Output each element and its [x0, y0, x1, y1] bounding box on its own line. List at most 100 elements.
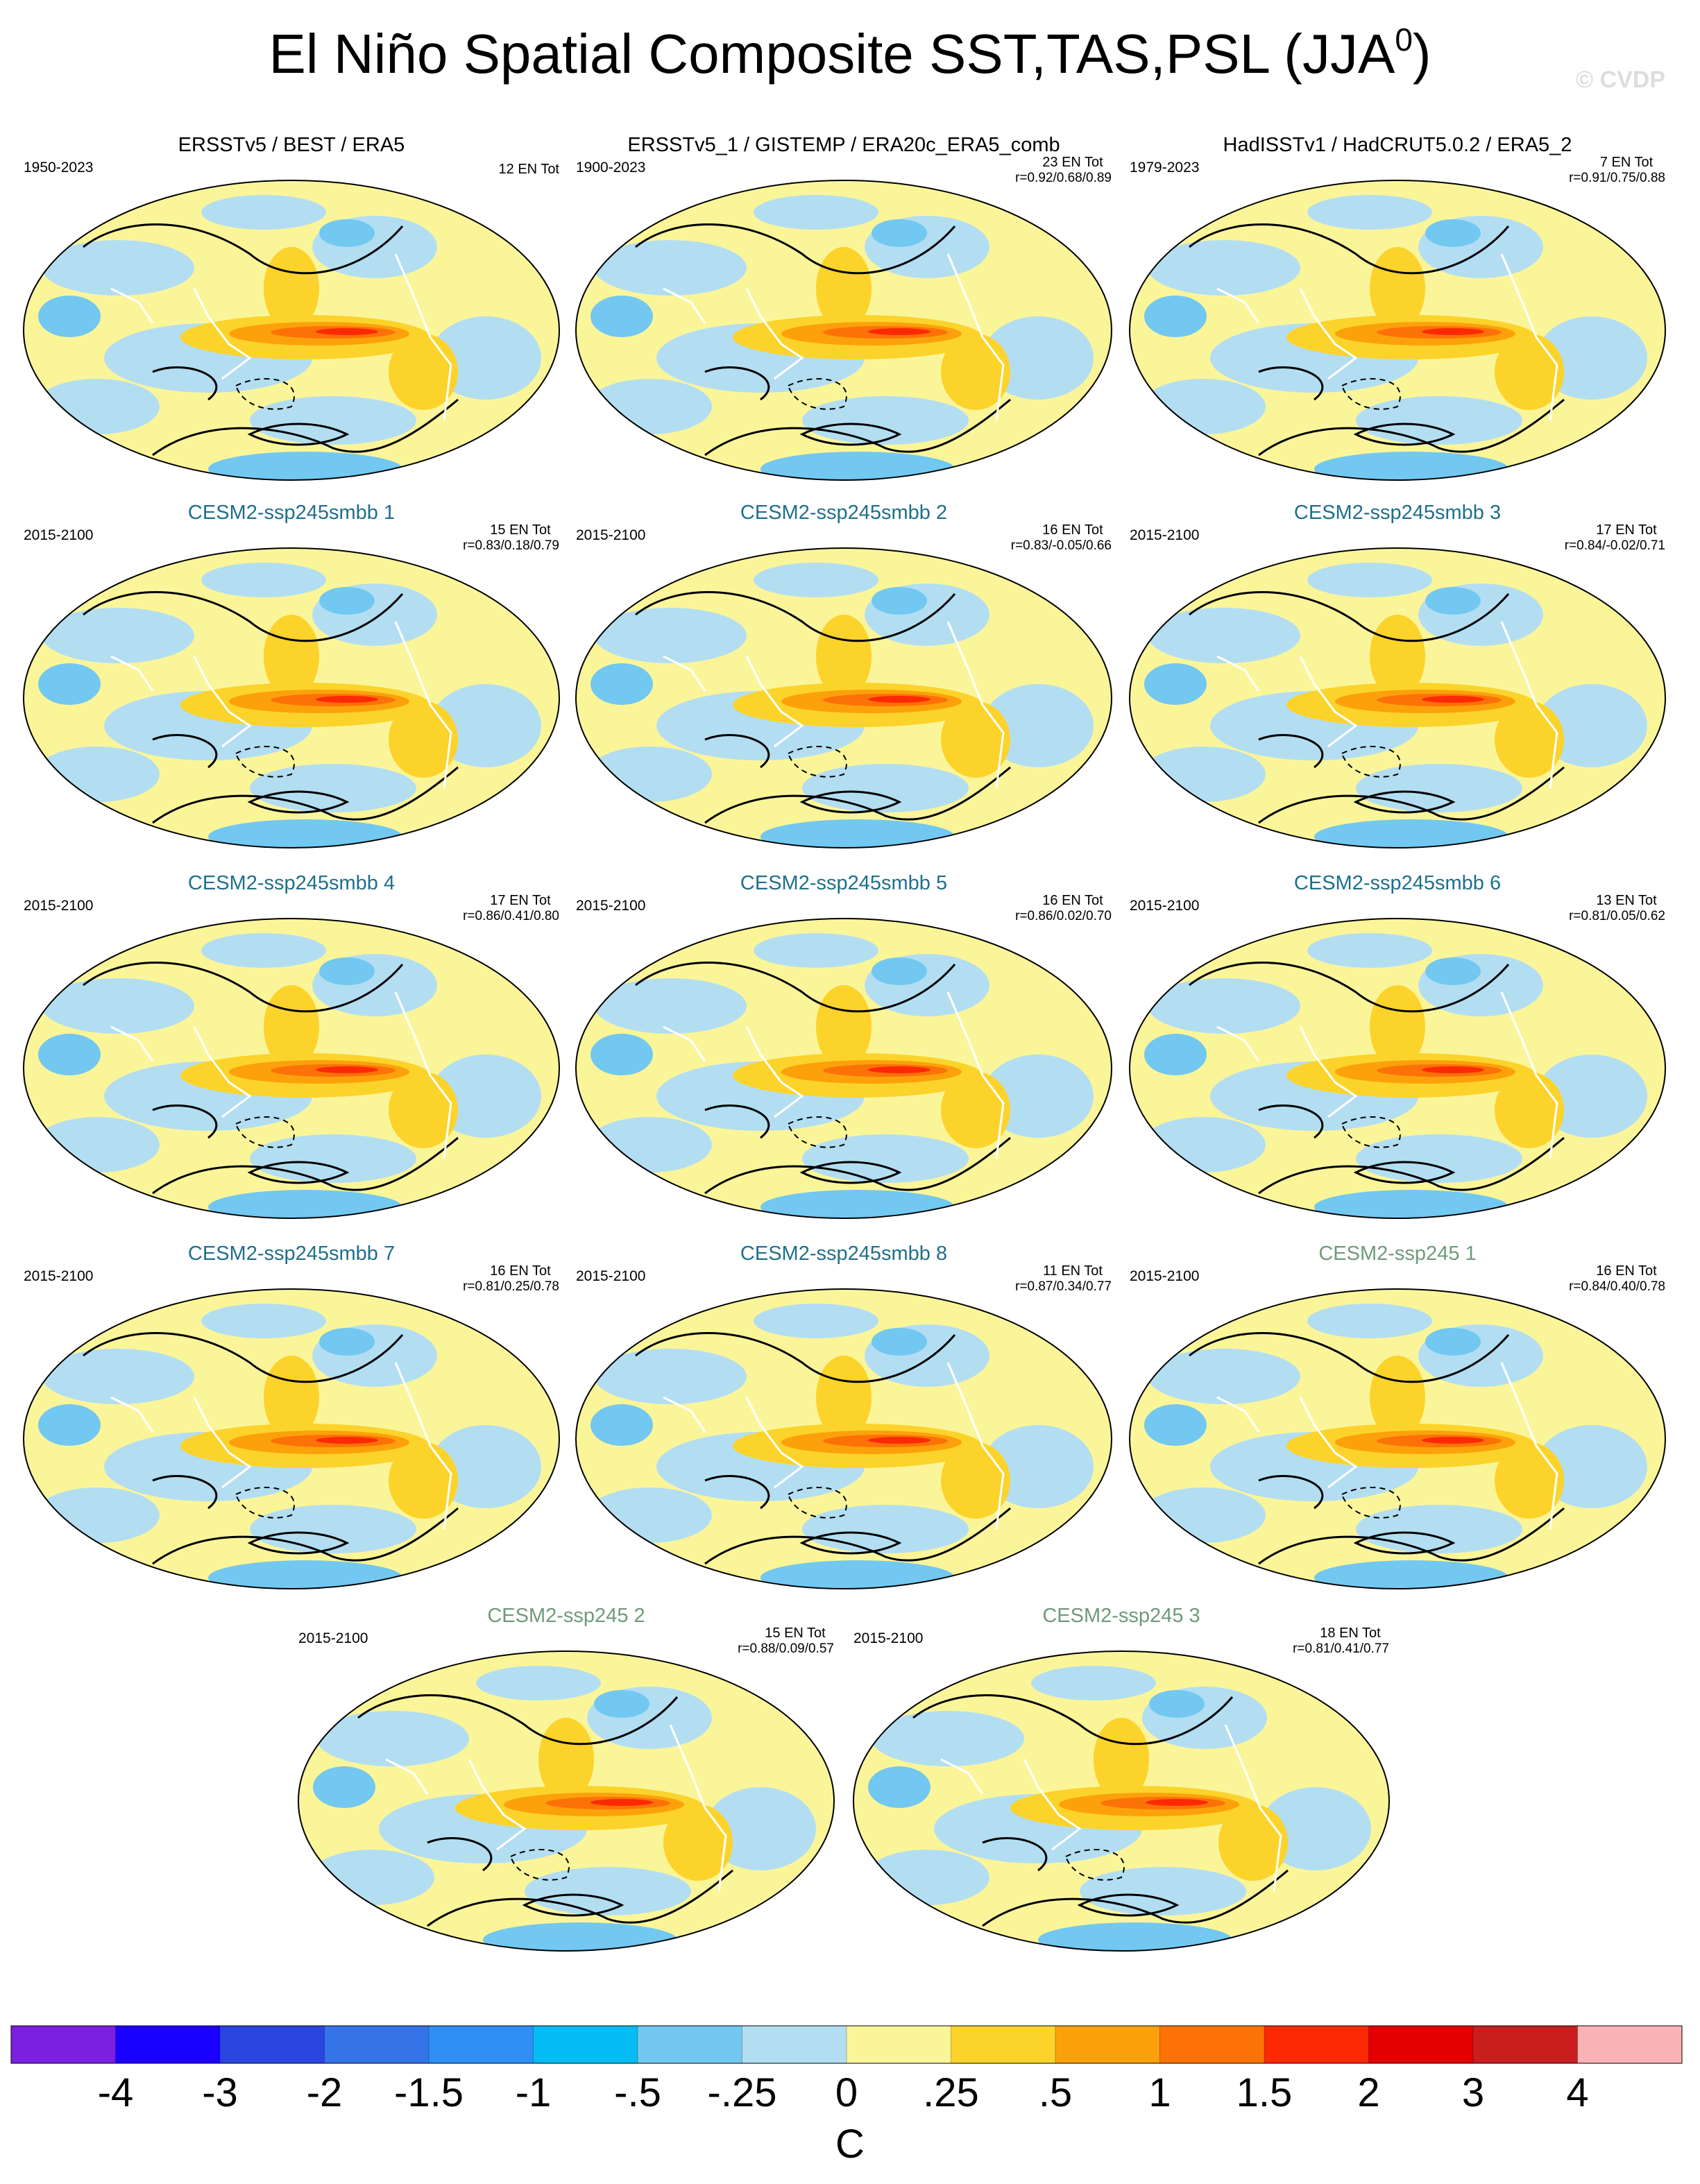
panel-count: 15 EN Tot — [765, 1626, 826, 1641]
panel-title: CESM2-ssp245smbb 4 — [188, 872, 395, 894]
panel-title: CESM2-ssp245 3 — [1042, 1605, 1200, 1627]
map — [21, 178, 562, 486]
panel-period: 2015-2100 — [1130, 898, 1199, 914]
colorbar-box — [533, 2026, 638, 2063]
colorbar-label: -.5 — [614, 2070, 661, 2115]
panel-correlation: r=0.87/0.34/0.77 — [1015, 1279, 1112, 1294]
map — [573, 545, 1114, 854]
colorbar-label: -2 — [307, 2070, 343, 2115]
colorbar-box — [429, 2026, 534, 2063]
panel-correlation: r=0.91/0.75/0.88 — [1569, 171, 1665, 185]
panel-correlation: r=0.81/0.25/0.78 — [463, 1279, 559, 1294]
panel-count: 12 EN Tot — [499, 162, 560, 177]
colorbar-box — [220, 2026, 325, 2063]
panel-count: 16 EN Tot — [1042, 893, 1103, 908]
map — [573, 178, 1114, 486]
map-panel: CESM2-ssp245smbb 6 2015-2100 13 EN Totr=0.… — [1127, 872, 1668, 1225]
panel-title: CESM2-ssp245smbb 5 — [740, 872, 947, 894]
colorbar-box — [324, 2026, 430, 2063]
map-panel: ERSSTv5 / BEST / ERA5 1950-2023 12 EN Tot — [21, 134, 562, 486]
watermark: © CVDP — [1576, 67, 1665, 93]
panel-period: 2015-2100 — [576, 898, 645, 914]
panel-title: ERSSTv5_1 / GISTEMP / ERA20c_ERA5_comb — [627, 134, 1060, 156]
colorbar-label: 3 — [1462, 2070, 1484, 2115]
map — [573, 916, 1114, 1225]
panel-count: 16 EN Tot — [1596, 1263, 1657, 1279]
panel-period: 2015-2100 — [576, 1268, 645, 1284]
map-panel: CESM2-ssp245smbb 8 2015-2100 11 EN Totr=0.… — [573, 1243, 1114, 1595]
colorbar-box — [1055, 2026, 1160, 2063]
colorbar-box — [1368, 2026, 1474, 2063]
colorbar-box — [11, 2026, 116, 2063]
map — [296, 1648, 837, 1957]
panel-title: CESM2-ssp245smbb 7 — [188, 1243, 395, 1265]
panel-period: 2015-2100 — [24, 1268, 93, 1284]
map — [1127, 178, 1668, 486]
panel-count: 23 EN Tot — [1042, 155, 1103, 170]
panel-title: CESM2-ssp245 1 — [1318, 1243, 1476, 1265]
colorbar-label: 4 — [1566, 2070, 1588, 2115]
panel-count: 15 EN Tot — [490, 522, 551, 538]
colorbar-label: .25 — [923, 2070, 979, 2115]
map — [1127, 545, 1668, 854]
panel-count: 17 EN Tot — [1596, 522, 1657, 538]
colorbar-label: 1.5 — [1236, 2070, 1293, 2115]
colorbar-frame — [10, 2025, 1683, 2064]
panel-period: 2015-2100 — [24, 527, 93, 543]
map-panel: CESM2-ssp245 3 2015-2100 18 EN Totr=0.81/0… — [851, 1605, 1392, 1957]
panel-title: CESM2-ssp245 2 — [487, 1605, 645, 1627]
map-panel: CESM2-ssp245 2 2015-2100 15 EN Totr=0.88/0… — [296, 1605, 837, 1957]
map — [21, 1286, 562, 1595]
panel-correlation: r=0.88/0.09/0.57 — [738, 1641, 834, 1656]
panel-correlation: r=0.84/0.40/0.78 — [1569, 1279, 1665, 1294]
colorbar-label: -.25 — [708, 2070, 777, 2115]
map — [21, 545, 562, 854]
panel-count: 18 EN Tot — [1320, 1626, 1381, 1641]
panel-correlation: r=0.83/-0.05/0.66 — [1011, 538, 1112, 553]
colorbar-unit: C — [835, 2122, 865, 2167]
panel-period: 1979-2023 — [1130, 160, 1199, 176]
map — [573, 1286, 1114, 1595]
colorbar-box — [638, 2026, 742, 2063]
panel-period: 2015-2100 — [1130, 1268, 1199, 1284]
map — [1127, 1286, 1668, 1595]
colorbar-box — [1264, 2026, 1369, 2063]
panel-period: 1900-2023 — [576, 160, 645, 176]
map-panel: HadISSTv1 / HadCRUT5.0.2 / ERA5_2 1979-20… — [1127, 134, 1668, 486]
colorbar-label: -1 — [516, 2070, 552, 2115]
colorbar-box — [1577, 2026, 1683, 2063]
panel-period: 2015-2100 — [576, 527, 645, 543]
panel-count: 16 EN Tot — [490, 1263, 551, 1279]
panel-correlation: r=0.92/0.68/0.89 — [1015, 171, 1112, 185]
panel-period: 2015-2100 — [853, 1630, 923, 1646]
figure-title: El Niño Spatial Composite SST,TAS,PSL (J… — [269, 22, 1431, 85]
map-panel: CESM2-ssp245 1 2015-2100 16 EN Totr=0.84/0… — [1127, 1243, 1668, 1595]
panel-correlation: r=0.86/0.41/0.80 — [463, 909, 559, 923]
colorbar-box — [847, 2026, 951, 2063]
panel-title: ERSSTv5 / BEST / ERA5 — [178, 134, 405, 156]
panel-correlation: r=0.81/0.05/0.62 — [1569, 909, 1665, 923]
panel-correlation: r=0.81/0.41/0.77 — [1293, 1641, 1389, 1656]
panel-count: 13 EN Tot — [1596, 893, 1657, 908]
map — [851, 1648, 1392, 1957]
map-panel: CESM2-ssp245smbb 7 2015-2100 16 EN Totr=0.… — [21, 1243, 562, 1595]
map-panel: CESM2-ssp245smbb 4 2015-2100 17 EN Totr=0.… — [21, 872, 562, 1225]
panel-title: HadISSTv1 / HadCRUT5.0.2 / ERA5_2 — [1223, 134, 1572, 156]
map-panel: CESM2-ssp245smbb 3 2015-2100 17 EN Totr=0.… — [1127, 502, 1668, 854]
colorbar-label: -4 — [98, 2070, 134, 2115]
panel-correlation: r=0.84/-0.02/0.71 — [1565, 538, 1665, 553]
panel-correlation: r=0.83/0.18/0.79 — [463, 538, 559, 553]
panel-count: 7 EN Tot — [1600, 155, 1654, 170]
panel-period: 2015-2100 — [298, 1630, 368, 1646]
panel-title: CESM2-ssp245smbb 1 — [188, 502, 395, 524]
panel-title: CESM2-ssp245smbb 6 — [1294, 872, 1501, 894]
colorbar-label: 2 — [1357, 2070, 1379, 2115]
map — [21, 916, 562, 1225]
map — [1127, 916, 1668, 1225]
map-panel: CESM2-ssp245smbb 2 2015-2100 16 EN Totr=0.… — [573, 502, 1114, 854]
panel-count: 17 EN Tot — [490, 893, 551, 908]
panel-title: CESM2-ssp245smbb 8 — [740, 1243, 947, 1265]
colorbar-box — [115, 2026, 221, 2063]
colorbar-box — [1473, 2026, 1578, 2063]
